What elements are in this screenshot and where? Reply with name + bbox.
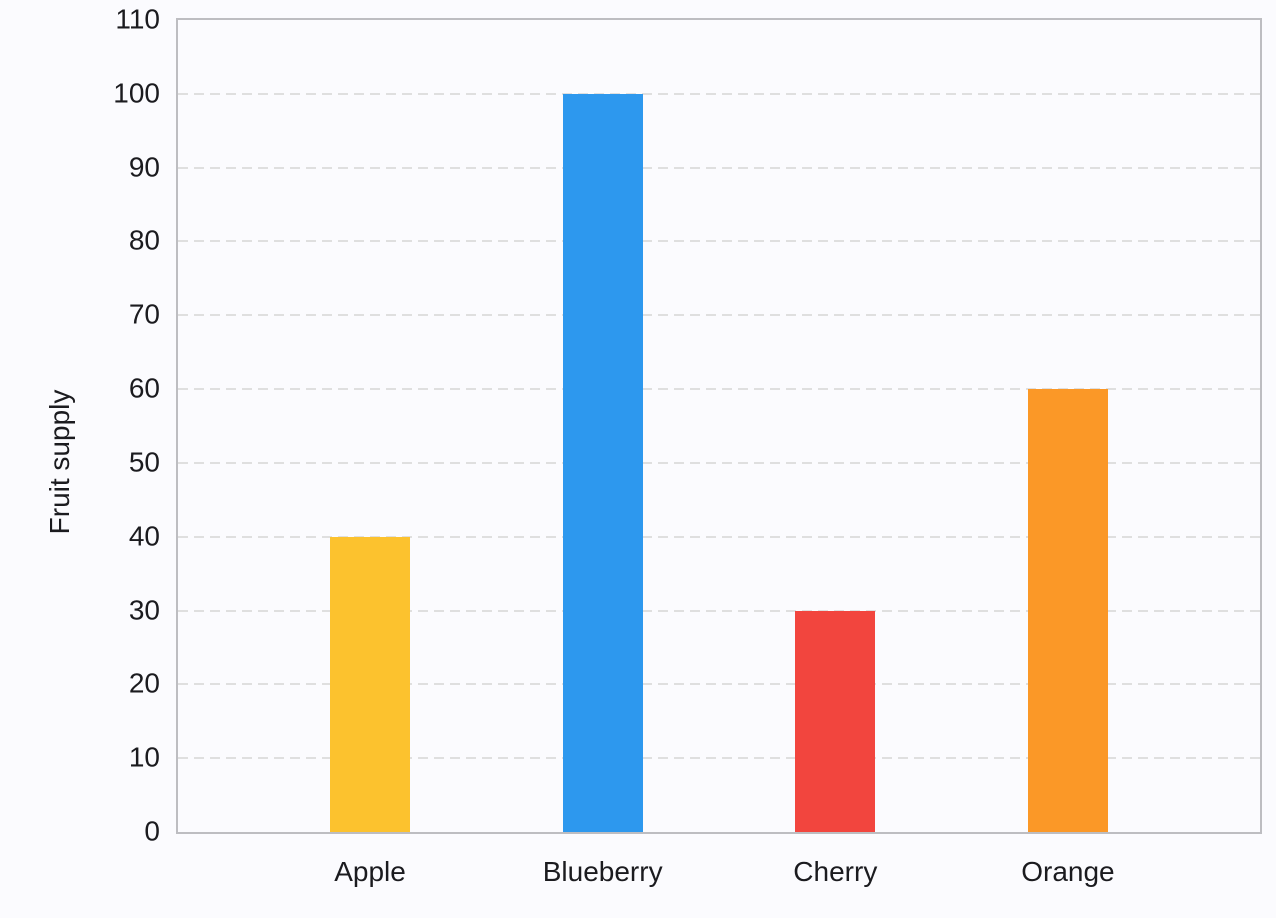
gridline-y-80: [178, 240, 1260, 243]
gridline-y-50: [178, 461, 1260, 464]
bar-cherry: [795, 610, 876, 832]
y-tick-label-0: 0: [144, 815, 160, 847]
y-tick-label-110: 110: [115, 3, 160, 35]
y-tick-label-80: 80: [128, 224, 160, 256]
bar-blueberry: [562, 93, 643, 832]
y-tick-label-90: 90: [128, 150, 160, 182]
gridline-y-90: [178, 166, 1260, 169]
x-label-cherry: Cherry: [793, 856, 878, 887]
x-label-orange: Orange: [1021, 856, 1115, 887]
gridline-y-40: [178, 535, 1260, 538]
y-tick-label-40: 40: [128, 520, 160, 552]
y-tick-label-60: 60: [128, 372, 160, 404]
y-tick-label-20: 20: [128, 667, 160, 699]
y-tick-label-30: 30: [128, 593, 160, 625]
y-tick-label-50: 50: [128, 446, 160, 478]
gridline-y-10: [178, 757, 1260, 760]
gridline-y-60: [178, 388, 1260, 391]
y-tick-label-70: 70: [128, 298, 160, 330]
gridline-y-100: [178, 92, 1260, 95]
y-tick-label-100: 100: [113, 77, 160, 109]
gridline-y-20: [178, 683, 1260, 686]
gridline-y-30: [178, 609, 1260, 612]
plot-area: [176, 18, 1262, 834]
gridline-y-70: [178, 314, 1260, 317]
bar-apple: [330, 536, 411, 832]
x-label-blueberry: Blueberry: [542, 856, 663, 887]
x-label-apple: Apple: [334, 856, 406, 887]
bar-orange: [1027, 389, 1108, 832]
y-tick-label-10: 10: [128, 741, 160, 773]
